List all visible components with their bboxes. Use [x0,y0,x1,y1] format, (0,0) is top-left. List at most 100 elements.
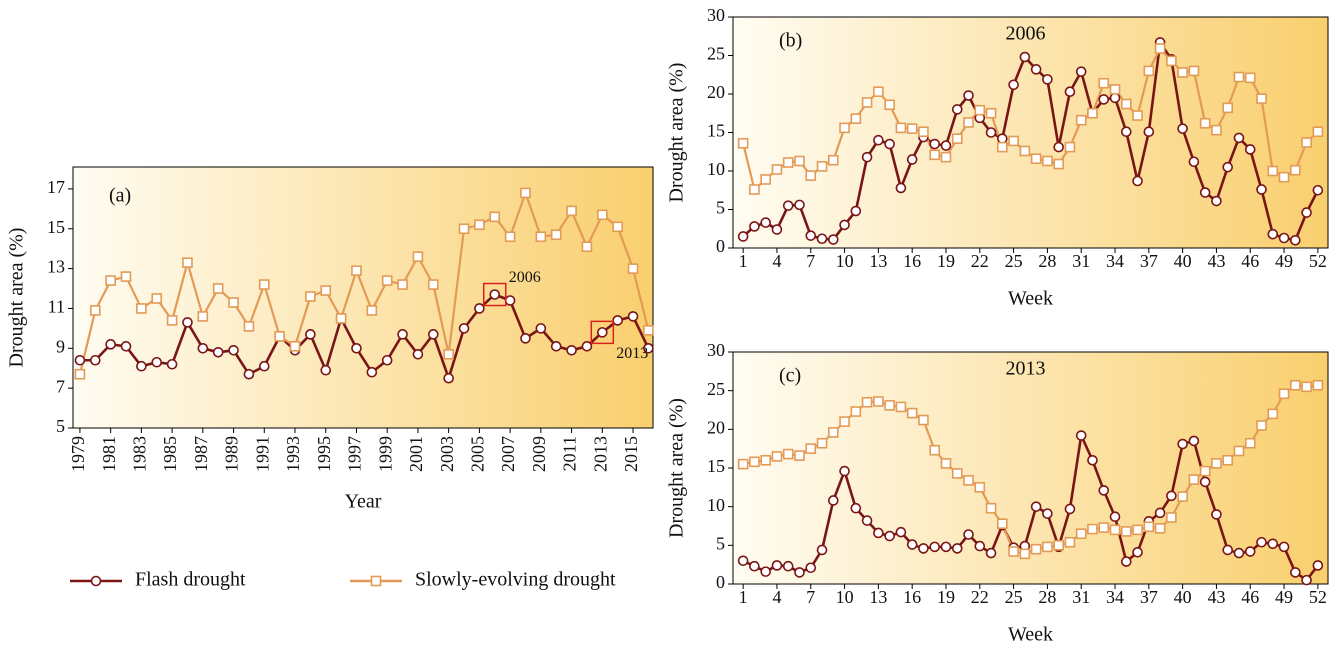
point [320,285,332,296]
point [929,138,941,150]
point [873,396,884,407]
panel-title: 2006 [1006,23,1046,45]
point [805,170,817,181]
point [136,303,147,314]
x-tick-label: 49 [1275,251,1293,271]
x-tick-label: 22 [971,251,989,271]
point [1109,92,1121,104]
point [351,265,362,276]
point [1256,536,1267,548]
series-line [742,46,1319,192]
y-tick-label: 30 [707,340,725,360]
x-tick-label: 40 [1174,251,1192,271]
point [985,547,997,559]
point [596,327,608,338]
y-tick-label: 9 [56,336,65,356]
point [1053,158,1064,170]
point [105,275,116,286]
series-line [742,38,1320,242]
x-tick-label: 7 [806,587,815,607]
point [839,465,850,477]
point [850,406,862,417]
point [827,495,839,506]
point [443,348,454,360]
point [1199,476,1211,488]
point [895,526,907,538]
point [474,303,485,314]
highlight-box [590,320,615,345]
point [351,343,362,354]
y-tick-label: 15 [707,456,725,476]
point [166,315,178,326]
y-tick-label: 5 [716,533,725,553]
point [997,518,1008,529]
y-tick-label: 5 [716,198,725,218]
point [1053,141,1064,153]
x-tick-label: 1993 [283,436,303,472]
point [258,279,270,290]
point [274,331,285,342]
x-tick-label: 25 [1005,587,1023,607]
x-tick-label: 10 [836,251,854,271]
point [1098,485,1110,496]
point [1278,232,1290,244]
x-tick-label: 1989 [222,436,242,472]
panel-label: (c) [779,365,801,387]
x-tick-label: 2005 [468,436,488,472]
point [1075,114,1087,126]
point [906,407,918,419]
point [918,414,929,426]
point [1087,107,1098,119]
point [1166,55,1177,67]
x-tick-label: 43 [1207,587,1225,607]
legend-label: Slowly-evolving drought [415,569,616,591]
x-tick-label: 28 [1038,251,1056,271]
point [243,368,255,380]
highlight-box [482,282,507,307]
point [963,117,974,128]
y-tick-label: 25 [707,379,725,399]
point [1211,195,1222,207]
x-axis-label: Week [1008,288,1053,310]
x-tick-label: 1983 [129,436,149,472]
point [839,219,850,231]
point [816,437,828,449]
y-tick-label: 15 [47,217,65,237]
point [1301,137,1312,148]
annotation: 2006 [509,269,541,286]
point [1199,465,1211,477]
panel-label: (b) [779,30,802,52]
point [1267,228,1279,240]
y-tick-label: 17 [47,177,65,197]
point [737,231,749,242]
series-line [742,431,1319,582]
point [951,133,963,144]
point [1132,110,1143,121]
point [443,372,454,384]
point [182,317,193,328]
point [963,90,974,101]
point [228,344,239,356]
point [839,416,850,427]
point [1290,379,1301,391]
point [1154,507,1166,519]
point [643,343,654,354]
point [1019,548,1031,560]
point [581,341,593,352]
point [1267,538,1279,550]
point [1188,156,1200,168]
x-tick-label: 37 [1140,587,1158,607]
point [805,230,817,241]
point [1278,541,1290,553]
point [1233,547,1245,559]
point [771,451,783,462]
point [151,356,163,368]
point [151,293,163,304]
y-tick-label: 10 [707,159,725,179]
point [1290,235,1301,246]
point [782,200,794,211]
point [884,530,895,542]
point [1188,474,1200,485]
point [612,221,623,233]
point [1098,77,1110,89]
